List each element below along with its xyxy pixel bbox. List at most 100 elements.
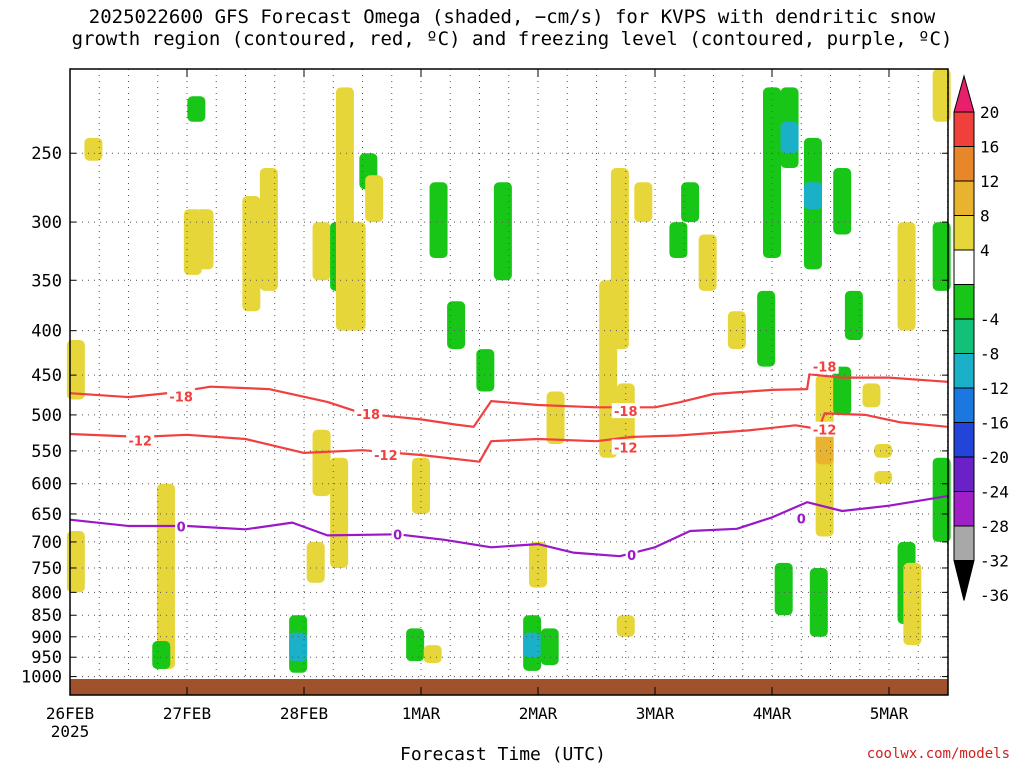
- omega-cell: [932, 222, 951, 291]
- omega-cell: [312, 429, 331, 497]
- plot-frame: [69, 68, 949, 696]
- omega-cell: [447, 301, 466, 350]
- y-tick-label: 400: [31, 322, 62, 342]
- omega-cell: [634, 182, 653, 223]
- x-axis-label: Forecast Time (UTC): [400, 744, 606, 765]
- y-tick-label: 350: [31, 271, 62, 291]
- contour-label-bg: [175, 518, 188, 534]
- y-tick-label: 450: [31, 366, 62, 386]
- x-tick-label: 28FEB: [280, 704, 328, 723]
- title-line-2: growth region (contoured, red, ºC) and f…: [71, 28, 953, 50]
- omega-cell: [698, 234, 717, 291]
- colorbar-swatch: [953, 249, 975, 285]
- omega-cell: [540, 628, 559, 666]
- omega-cell: [66, 339, 85, 400]
- omega-cell: [862, 383, 881, 408]
- omega-cell: [476, 349, 495, 392]
- colorbar-label: 4: [980, 241, 990, 260]
- omega-cell: [84, 137, 103, 161]
- colorbar-label: -24: [980, 483, 1009, 502]
- colorbar-swatch: [953, 146, 975, 182]
- omega-cell: [523, 632, 542, 658]
- contour-label-bg: [810, 358, 839, 374]
- omega-cell: [897, 222, 916, 331]
- omega-cell: [833, 366, 852, 415]
- omega-cell: [874, 470, 893, 484]
- contour-label-bg: [371, 446, 400, 462]
- omega-cell: [815, 429, 834, 465]
- x-tick-label: 2MAR: [519, 704, 558, 723]
- omega-cell: [932, 69, 951, 122]
- omega-cell: [774, 562, 793, 616]
- y-tick-label: 1000: [21, 668, 62, 688]
- y-tick-label: 900: [31, 628, 62, 648]
- omega-cell: [156, 483, 175, 669]
- x-tick-label: 26FEB: [46, 704, 94, 723]
- y-tick-label: 800: [31, 583, 62, 603]
- omega-cell: [757, 290, 776, 367]
- colorbar-swatch: [953, 318, 975, 354]
- omega-cell: [406, 628, 425, 662]
- omega-cell: [365, 175, 384, 223]
- colorbar-label: -20: [980, 448, 1009, 467]
- y-tick-label: 850: [31, 606, 62, 626]
- omega-cell: [259, 168, 278, 291]
- x-tick-label: 1MAR: [402, 704, 441, 723]
- y-tick-label: 700: [31, 533, 62, 553]
- colorbar-label: -16: [980, 414, 1009, 433]
- contour-label-bg: [611, 439, 640, 455]
- contour-label-bg: [167, 388, 196, 404]
- colorbar-label: -32: [980, 552, 1009, 571]
- omega-cell: [423, 645, 442, 664]
- omega-cell: [669, 222, 688, 259]
- omega-cell: [306, 541, 325, 583]
- omega-cell: [66, 530, 85, 593]
- y-tick-label: 500: [31, 406, 62, 426]
- contour-label: 0: [177, 521, 186, 536]
- contour-label-bg: [611, 403, 640, 419]
- y-tick-label: 250: [31, 144, 62, 164]
- colorbar-swatch: [953, 180, 975, 216]
- colorbar-label: 12: [980, 172, 999, 191]
- colorbar-swatch: [953, 353, 975, 389]
- gridlines: [69, 69, 948, 695]
- omega-cell: [780, 121, 799, 154]
- surface-band: [70, 679, 948, 695]
- contours: [69, 373, 948, 558]
- colorbar-swatch: [953, 422, 975, 458]
- y-tick-label: 550: [31, 442, 62, 462]
- colorbar-swatch: [953, 215, 975, 251]
- y-tick-label: 650: [31, 505, 62, 525]
- colorbar-label: -12: [980, 379, 1009, 398]
- y-tick-label: 750: [31, 559, 62, 579]
- contour-label-bg: [625, 547, 638, 563]
- contour-label-bg: [795, 510, 808, 526]
- x-tick-label: 3MAR: [636, 704, 675, 723]
- omega-cell: [242, 196, 261, 312]
- omega-cell: [347, 222, 366, 331]
- contour-label: -12: [614, 441, 638, 456]
- omega-cell: [412, 457, 430, 514]
- contour-label-bg: [810, 421, 839, 437]
- contour-label-bg: [126, 432, 155, 448]
- credit-text: coolwx.com/models: [866, 746, 1010, 762]
- omega-cell: [763, 87, 781, 259]
- y-tick-label: 300: [31, 213, 62, 233]
- omega-cell: [610, 168, 629, 350]
- omega-cell: [809, 567, 828, 637]
- omega-cell: [803, 182, 822, 210]
- title-line-1: 2025022600 GFS Forecast Omega (shaded, −…: [88, 6, 936, 28]
- contour-line: [69, 412, 948, 463]
- colorbar-swatch: [953, 456, 975, 492]
- colorbar-top-arrow: [953, 74, 975, 113]
- omega-cell: [195, 209, 214, 270]
- omega-cell: [493, 182, 512, 281]
- y-tick-label: 600: [31, 475, 62, 495]
- contour-label: -12: [128, 434, 152, 449]
- colorbar-swatch: [953, 387, 975, 423]
- contour-label: 0: [797, 513, 806, 528]
- colorbar-swatch: [953, 111, 975, 147]
- omega-cell: [330, 457, 349, 568]
